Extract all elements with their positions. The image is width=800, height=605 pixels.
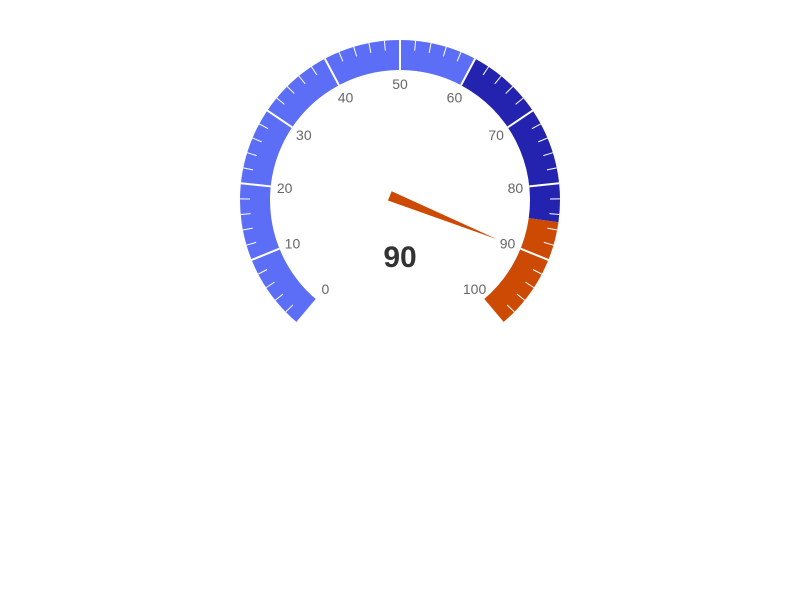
gauge-tick-label: 100 xyxy=(463,281,487,297)
gauge-tick-label: 10 xyxy=(285,235,301,251)
gauge-tick-label: 20 xyxy=(277,180,293,196)
gauge-tick-label: 0 xyxy=(322,281,330,297)
gauge-band-0 xyxy=(240,40,475,323)
gauge-tick-label: 90 xyxy=(500,235,516,251)
gauge-band-2 xyxy=(484,218,559,322)
gauge-tick-label: 60 xyxy=(447,90,463,106)
gauge-tick-label: 30 xyxy=(296,127,312,143)
gauge-needle-group xyxy=(388,191,497,239)
gauge-tick-label: 40 xyxy=(338,90,354,106)
gauge-tick-label: 50 xyxy=(392,76,408,92)
gauge-band-1 xyxy=(461,59,560,223)
gauge-needle xyxy=(388,191,497,239)
gauge-tick-label: 70 xyxy=(488,127,504,143)
gauge-tick-label: 80 xyxy=(508,180,524,196)
gauge-value-label: 90 xyxy=(383,241,416,274)
